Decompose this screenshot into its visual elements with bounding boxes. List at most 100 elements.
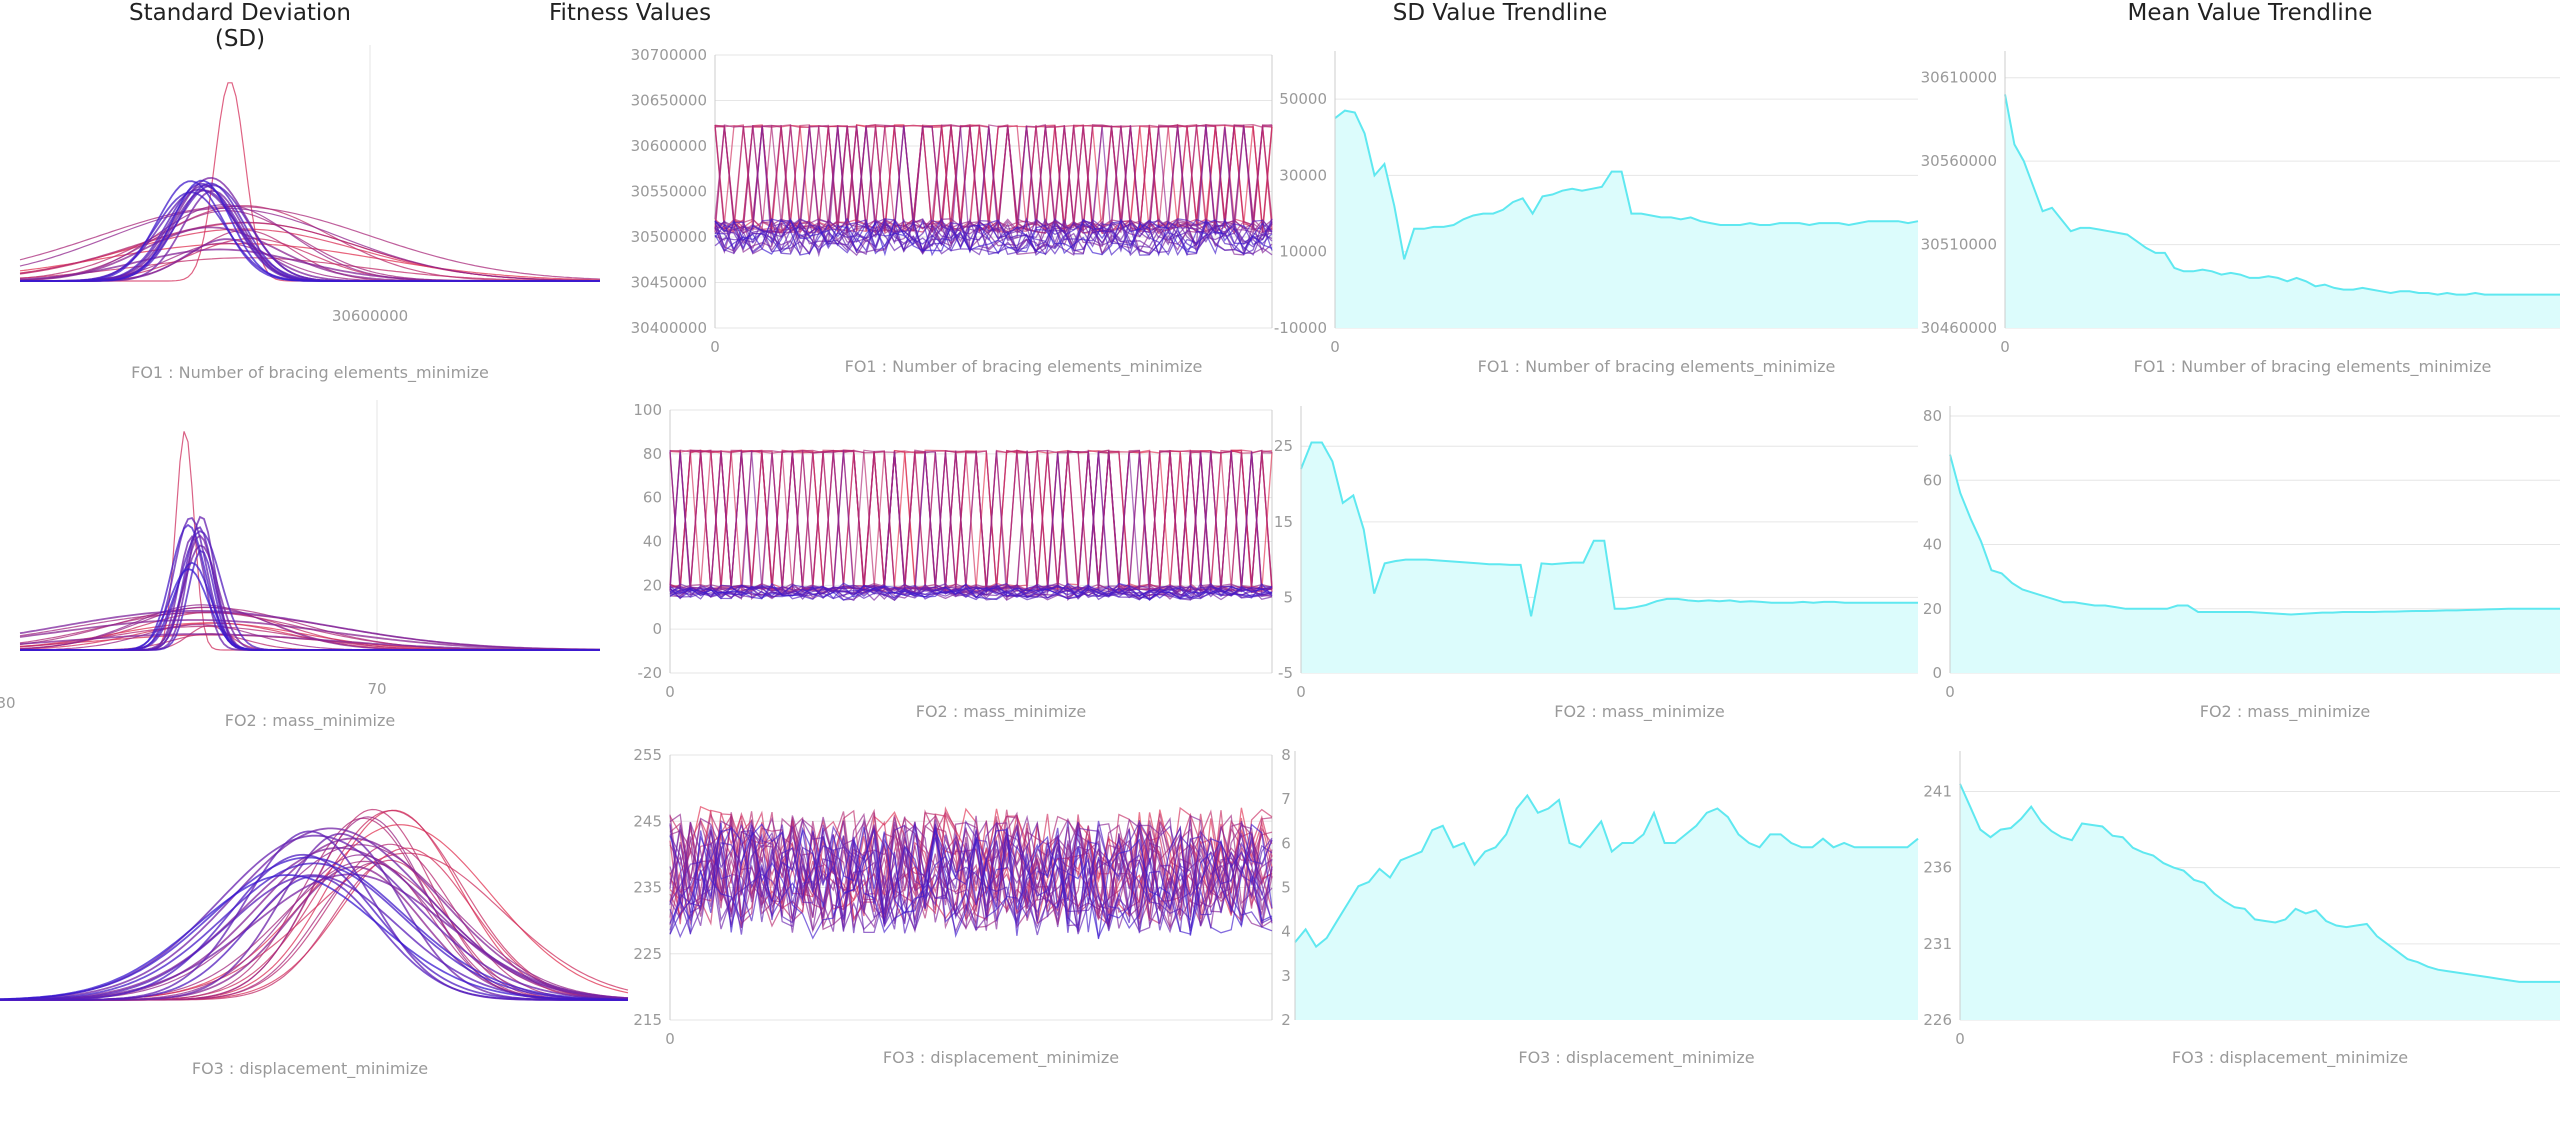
- fo3-fitness-chart: [669, 754, 1273, 1021]
- fo3-mean-trend-chart: [1959, 751, 2560, 1021]
- fo2-sd-curve: [20, 526, 600, 651]
- fo2-sd-curve: [19, 633, 600, 651]
- fo3-mean-trend-ytick: 231: [1923, 935, 1952, 953]
- fo2-fitness-ytick: 100: [633, 401, 662, 419]
- fo2-sd-trend-line: [1300, 441, 1918, 617]
- fo1-fitness-ytick: 30450000: [631, 274, 707, 292]
- fo3-fitness-xtick: 0: [665, 1030, 675, 1048]
- fo3-fitness-ytick: 225: [633, 945, 662, 963]
- fo3-sd-trend-line: [1294, 793, 1919, 949]
- fo3-sd-curve: [0, 827, 629, 1001]
- fo2-fitness-ytick: -20: [638, 664, 663, 682]
- fo1-fitness-ytick: 30500000: [631, 228, 707, 246]
- fo3-sd-curve: [0, 824, 629, 1001]
- fo3-sd-curve: [0, 873, 629, 1001]
- fo3-mean-trend-ytick: 241: [1923, 782, 1952, 800]
- fo1-sd-curve: [19, 242, 601, 281]
- sd-trend-column-title: SD Value Trendline: [1392, 0, 1608, 26]
- fo3-sd-curve: [0, 808, 628, 1001]
- fo1-fitness-ytick: 30550000: [631, 183, 707, 201]
- fo2-mean-trend-xlabel: FO2 : mass_minimize: [2200, 702, 2371, 722]
- fo3-mean-trend-ytick: 226: [1923, 1011, 1952, 1029]
- fo3-fitness-series: [669, 823, 1273, 939]
- fo3-fitness-ytick: 215: [633, 1011, 662, 1029]
- fo1-sd-curve: [20, 189, 600, 282]
- fo2-sd-trend-ytick: -5: [1278, 664, 1293, 682]
- fo3-mean-trend-line: [1959, 783, 2560, 983]
- fo1-mean-trend-ytick: 30510000: [1921, 236, 1997, 254]
- fo3-mean-trend-xtick: 0: [1955, 1030, 1965, 1048]
- fo1-sd-trend-ytick: 50000: [1279, 90, 1327, 108]
- fo1-fitness-series: [714, 217, 1273, 257]
- fo1-fitness-chart: [714, 54, 1273, 329]
- fo2-mean-trend-ytick: 20: [1923, 600, 1942, 618]
- fo2-sd-trend-area: [1301, 442, 1918, 673]
- fo1-sd-xlabel: FO1 : Number of bracing elements_minimiz…: [131, 363, 489, 383]
- fo3-mean-trend-area: [1960, 783, 2560, 1020]
- fo1-sd-curve: [19, 205, 601, 280]
- fo2-fitness-ytick: 0: [652, 620, 662, 638]
- fo2-sd-xlabel: FO2 : mass_minimize: [225, 711, 396, 731]
- fo1-sd-chart: [19, 45, 601, 282]
- fo1-sd-trend-ytick: 10000: [1279, 243, 1327, 261]
- fo2-sd-curve: [19, 610, 600, 651]
- fo1-sd-trend-line: [1334, 109, 1919, 260]
- fo1-sd-curve: [19, 207, 600, 282]
- fo3-fitness-y2tick: 3: [1281, 967, 1291, 985]
- fo2-mean-trend-ytick: 0: [1932, 664, 1942, 682]
- fo2-sd-trend-xlabel: FO2 : mass_minimize: [1554, 702, 1725, 722]
- fo3-sd-curve: [0, 847, 629, 1001]
- fo2-mean-trend-line: [1949, 454, 2560, 616]
- fo3-sd-trend-chart: [1294, 751, 1919, 1020]
- fo2-fitness-ytick: 80: [643, 445, 662, 463]
- fo2-fitness-ytick: 20: [643, 576, 662, 594]
- fo2-sd-tick-label-left: 30: [0, 694, 16, 712]
- fo1-sd-trend-xlabel: FO1 : Number of bracing elements_minimiz…: [1478, 357, 1836, 377]
- fo1-fitness-ytick: 30700000: [631, 46, 707, 64]
- fo1-fitness-series: [714, 219, 1273, 256]
- fo3-mean-trend-ytick: 236: [1923, 859, 1952, 877]
- fo1-sd-trend-ytick: 30000: [1279, 166, 1327, 184]
- fo3-sd-curve: [0, 856, 628, 1001]
- fo1-sd-curve: [20, 82, 600, 282]
- fo2-sd-trend-xtick: 0: [1296, 683, 1306, 701]
- fo3-fitness-ytick: 255: [633, 746, 662, 764]
- fo1-mean-trend-xlabel: FO1 : Number of bracing elements_minimiz…: [2134, 357, 2492, 377]
- fo2-fitness-xtick: 0: [665, 683, 675, 701]
- fo3-fitness-ytick: 235: [633, 879, 662, 897]
- fo1-fitness-ytick: 30400000: [631, 319, 707, 337]
- fo1-fitness-ytick: 30600000: [631, 137, 707, 155]
- fo1-fitness-series: [714, 218, 1273, 256]
- fo1-sd-curve: [19, 257, 600, 282]
- fo3-sd-curve: [0, 809, 628, 1001]
- fo2-sd-curve: [20, 523, 600, 651]
- fo2-fitness-series: [669, 582, 1273, 602]
- fo2-sd-curve: [20, 516, 600, 651]
- fo2-fitness-series: [669, 585, 1273, 600]
- sd-column-title: Standard Deviation (SD): [129, 0, 351, 52]
- fo1-sd-tick-label: 30600000: [332, 307, 408, 325]
- fo1-sd-curve: [20, 179, 600, 282]
- fo1-mean-trend-area: [2005, 94, 2560, 329]
- fo1-sd-curve: [20, 188, 600, 282]
- mean-trend-column-title: Mean Value Trendline: [2127, 0, 2373, 26]
- fo2-fitness-xlabel: FO2 : mass_minimize: [916, 702, 1087, 722]
- fo1-fitness-ytick: 30650000: [631, 92, 707, 110]
- fo2-sd-chart: [19, 400, 601, 651]
- fo3-sd-trend-area: [1295, 795, 1918, 1020]
- fo1-fitness-xlabel: FO1 : Number of bracing elements_minimiz…: [845, 357, 1203, 377]
- fo3-sd-chart: [0, 808, 629, 1001]
- fo2-sd-trend-ytick: 15: [1274, 513, 1293, 531]
- fo2-fitness-ytick: 60: [643, 489, 662, 507]
- fo1-mean-trend-xtick: 0: [2000, 338, 2010, 356]
- fo2-sd-curve: [20, 530, 600, 651]
- fo2-sd-trend-ytick: 25: [1274, 437, 1293, 455]
- fo1-mean-trend-chart: [2004, 51, 2560, 329]
- fo2-sd-trend-ytick: 5: [1283, 588, 1293, 606]
- fo3-sd-curve: [0, 809, 629, 1001]
- fo3-fitness-series: [669, 813, 1273, 930]
- fo1-mean-trend-ytick: 30460000: [1921, 319, 1997, 337]
- fo1-sd-trend-ytick: -10000: [1274, 319, 1327, 337]
- fo2-mean-trend-ytick: 60: [1923, 471, 1942, 489]
